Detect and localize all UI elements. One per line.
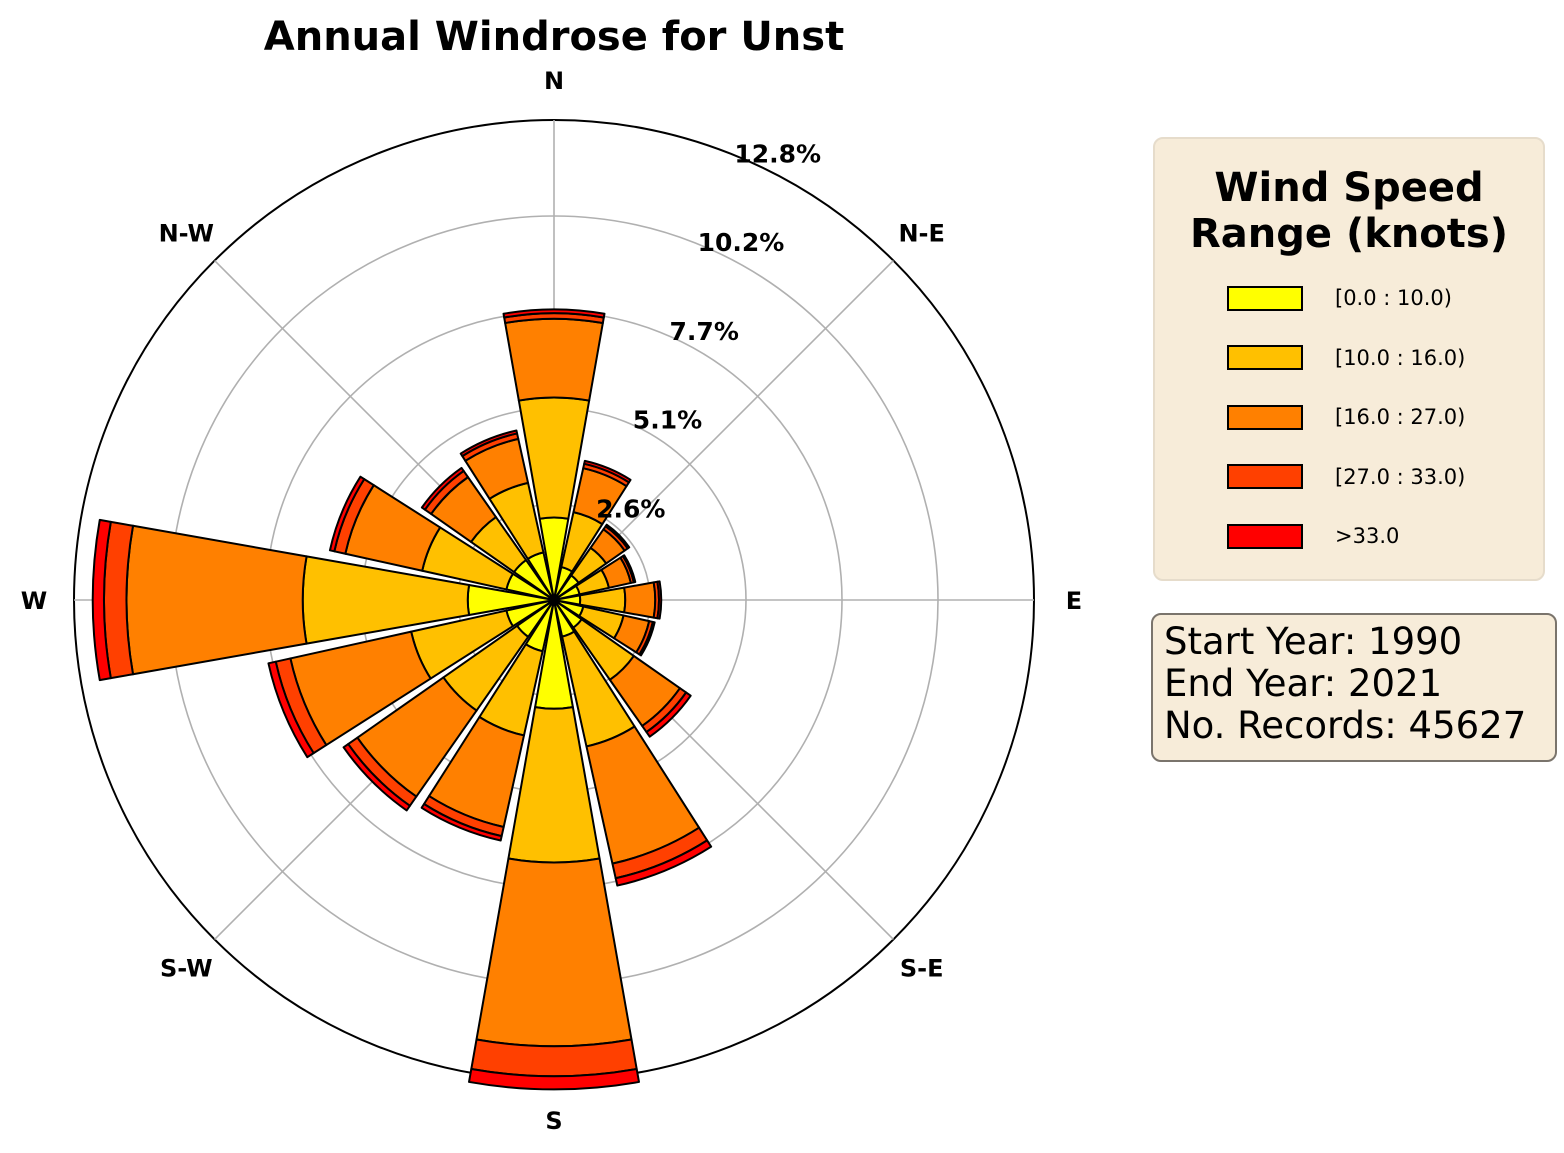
ring-label: 12.8%: [734, 140, 821, 169]
wind-bar-segment: [623, 581, 657, 619]
legend-label: [10.0 : 16.0): [1335, 345, 1466, 370]
direction-label: N-W: [159, 219, 214, 247]
wind-bar-segment: [614, 839, 713, 887]
start-year-text: Start Year: 1990: [1164, 620, 1463, 663]
wind-bar-segment: [502, 308, 606, 319]
end-year-text: End Year: 2021: [1164, 662, 1443, 705]
wind-bar-segment: [420, 802, 503, 842]
legend-label: [16.0 : 27.0): [1335, 405, 1466, 429]
wind-bar-segment: [504, 317, 604, 402]
wind-bar-segment: [621, 554, 637, 584]
legend-swatch: [1227, 404, 1303, 430]
direction-label: S: [545, 1107, 562, 1135]
direction-label: S-E: [900, 955, 944, 983]
legend-swatch: [1227, 464, 1303, 489]
legend-entry: [27.0 : 33.0): [1227, 463, 1465, 491]
legend: Wind Speed Range (knots) [0.0 : 10.0) [10…: [1153, 137, 1545, 581]
wind-bar-segment: [656, 580, 663, 620]
legend-title: Wind Speed Range (knots): [1155, 165, 1543, 257]
chart-title: Annual Windrose for Unst: [263, 14, 845, 60]
ring-label: 5.1%: [633, 406, 702, 435]
windrose-plot: N N-E E S-E S S-W W N-W 2.6% 5.1% 7.7% 10.2% 12.8%: [21, 67, 1082, 1135]
wind-bar-segment: [342, 743, 411, 812]
legend-entry: >33.0: [1227, 522, 1399, 550]
direction-label: S-W: [160, 955, 213, 983]
axis-labels: N N-E E S-E S S-W W N-W 2.6% 5.1% 7.7% 10.2% 12.8%: [21, 67, 1082, 1135]
wind-bar-segment: [328, 475, 366, 553]
legend-title-line-2: Range (knots): [1189, 211, 1508, 257]
wind-bar-segment: [583, 459, 632, 484]
legend-swatch: [1227, 285, 1303, 311]
wind-bar-segment: [468, 1068, 640, 1091]
legend-title-line-1: Wind Speed: [1214, 165, 1484, 211]
wind-bar-segment: [475, 857, 633, 1048]
wind-bar-segment: [645, 691, 692, 738]
direction-label: N: [544, 67, 564, 95]
wind-bar-segment: [125, 524, 308, 676]
wind-bar-segment: [604, 523, 631, 550]
legend-label: [27.0 : 33.0): [1335, 464, 1466, 489]
windrose-bars: [91, 308, 713, 1091]
info-box: Start Year: 1990 End Year: 2021 No. Reco…: [1151, 613, 1557, 762]
wind-bar-segment: [91, 518, 112, 682]
legend-entry: [16.0 : 27.0): [1227, 403, 1465, 431]
legend-entry: [10.0 : 16.0): [1227, 344, 1465, 372]
legend-swatch: [1227, 345, 1303, 370]
legend-label: >33.0: [1335, 524, 1400, 548]
wind-bar-segment: [420, 466, 465, 511]
legend-entry: [0.0 : 10.0): [1227, 284, 1452, 312]
legend-label: [0.0 : 10.0): [1335, 286, 1452, 310]
legend-swatch: [1227, 523, 1303, 549]
record-count-text: No. Records: 45627: [1164, 704, 1527, 747]
ring-label: 10.2%: [698, 228, 785, 257]
wind-bar-segment: [267, 660, 315, 759]
ring-label: 7.7%: [670, 317, 739, 346]
direction-label: N-E: [898, 219, 944, 247]
direction-label: E: [1066, 587, 1082, 615]
direction-label: W: [21, 587, 47, 615]
wind-bar-segment: [638, 620, 656, 657]
ring-label: 2.6%: [596, 494, 665, 523]
wind-bar-segment: [459, 429, 519, 458]
